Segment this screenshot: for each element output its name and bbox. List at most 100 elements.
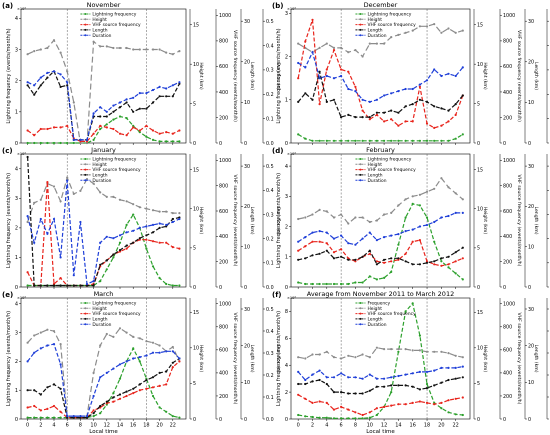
data-point <box>118 393 122 396</box>
data-point <box>151 138 155 141</box>
data-point <box>171 361 174 364</box>
data-point <box>361 417 364 420</box>
series-line-5 <box>27 343 180 417</box>
data-point <box>447 378 450 382</box>
secondary-tick-label: 1000 <box>219 13 231 19</box>
secondary-tick-label: 0.5 <box>266 19 274 25</box>
series-line-5 <box>27 180 180 285</box>
data-point <box>66 70 69 73</box>
secondary-tick-label: 0.4 <box>266 43 274 49</box>
data-point <box>165 383 168 386</box>
data-point <box>178 360 181 363</box>
data-point <box>92 412 95 415</box>
y-tick-label: 1 <box>15 388 18 394</box>
plot-frame <box>20 8 187 144</box>
data-point <box>418 25 421 28</box>
secondary-tick-label: 400 <box>503 371 512 377</box>
data-point <box>332 282 336 286</box>
panel-label: (a) <box>2 2 13 10</box>
data-point <box>347 242 350 245</box>
data-point <box>340 116 343 119</box>
data-point <box>118 377 122 380</box>
secondary-tick-label: 10 <box>244 380 250 386</box>
data-point <box>99 412 102 415</box>
data-point <box>158 277 161 280</box>
legend-marker <box>359 179 362 182</box>
data-point <box>411 240 414 243</box>
data-point <box>132 392 135 395</box>
data-point <box>105 115 108 118</box>
data-point <box>59 51 62 54</box>
data-point <box>171 212 174 215</box>
secondary-tick-label: 10 <box>528 380 534 386</box>
secondary-tick-label: 0.0 <box>266 285 274 291</box>
data-point <box>145 387 148 390</box>
secondary-axis-label: Length (km) <box>533 344 539 372</box>
data-point <box>461 211 464 214</box>
series-line-2 <box>27 327 180 417</box>
data-point <box>26 53 29 56</box>
data-point <box>318 230 321 233</box>
data-point <box>332 98 336 101</box>
data-point <box>52 39 56 42</box>
data-point <box>158 371 161 374</box>
x-tick-label: 0 <box>297 423 300 429</box>
legend-marker <box>84 23 87 26</box>
data-point <box>433 260 436 263</box>
data-point <box>145 124 148 127</box>
data-point <box>125 244 128 247</box>
data-point <box>297 100 300 103</box>
data-point <box>447 72 450 75</box>
data-point <box>325 282 328 286</box>
data-point <box>440 366 443 369</box>
legend-marker <box>84 18 87 21</box>
data-point <box>361 116 364 119</box>
data-point <box>425 100 429 103</box>
x-axis-label: Local time <box>89 429 118 435</box>
secondary-tick-label: 800 <box>503 39 512 45</box>
data-point <box>361 281 364 284</box>
data-point <box>171 345 174 349</box>
data-point <box>375 239 378 242</box>
data-point <box>112 195 115 198</box>
x-tick-label: 4 <box>52 423 55 429</box>
data-point <box>433 240 436 243</box>
data-point <box>390 384 393 387</box>
data-point <box>461 356 464 359</box>
data-point <box>66 124 69 127</box>
data-point <box>404 348 407 351</box>
data-point <box>112 392 115 395</box>
data-point <box>340 74 343 78</box>
data-point <box>375 139 378 142</box>
data-point <box>440 31 443 34</box>
data-point <box>440 381 443 384</box>
legend-marker <box>84 307 87 310</box>
secondary-tick-label: 10 <box>528 100 534 106</box>
data-point <box>397 204 400 207</box>
data-point <box>411 385 414 388</box>
data-point <box>92 371 95 374</box>
data-point <box>447 255 450 258</box>
data-point <box>171 53 174 56</box>
data-point <box>404 105 407 108</box>
data-point <box>178 212 181 215</box>
data-point <box>125 98 128 101</box>
data-point <box>66 179 69 182</box>
data-point <box>447 366 450 369</box>
legend-label: Height <box>367 162 382 168</box>
y-tick-label: 0 <box>15 417 18 423</box>
secondary-tick-label: 200 <box>503 115 512 121</box>
y-tick-label: 2 <box>285 390 288 396</box>
data-point <box>404 216 407 219</box>
legend-marker <box>84 317 87 320</box>
data-point <box>304 415 307 418</box>
x-tick-label: 14 <box>117 423 123 429</box>
secondary-tick-label: 15 <box>477 167 483 173</box>
data-point <box>52 141 56 145</box>
data-point <box>105 123 108 126</box>
legend-marker <box>359 168 362 171</box>
data-point <box>404 230 407 233</box>
data-point <box>325 416 328 419</box>
